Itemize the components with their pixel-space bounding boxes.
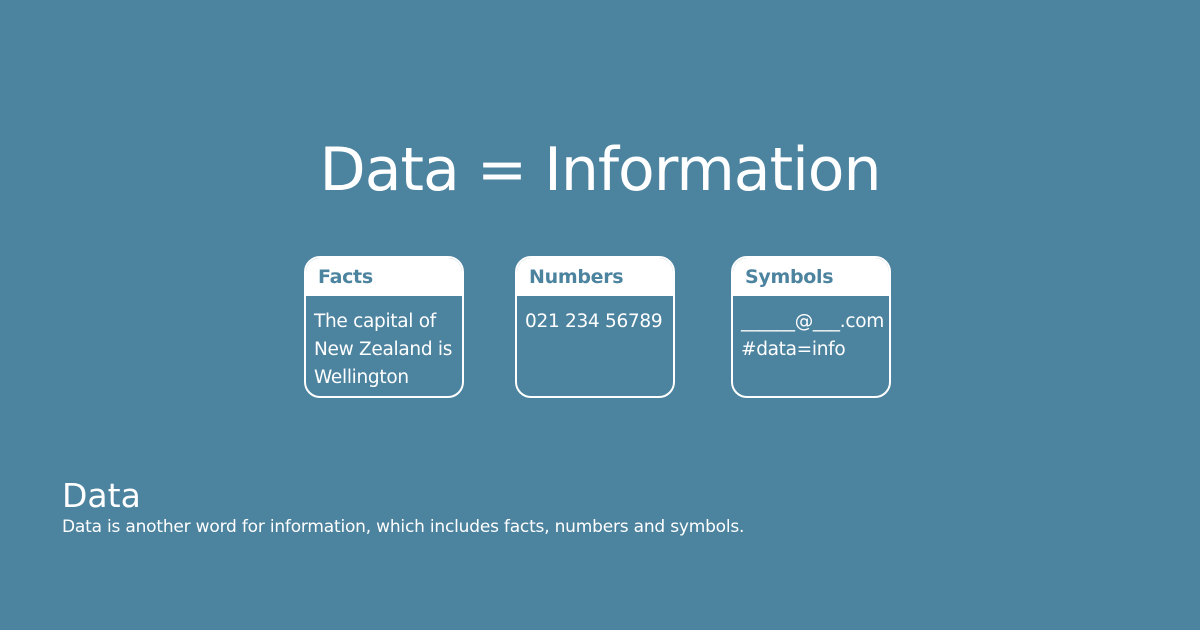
card-numbers: Numbers 021 234 56789 — [515, 256, 675, 398]
card-symbols-body: ______@___.com #data=info — [741, 311, 884, 360]
card-symbols: Symbols ______@___.com #data=info — [731, 256, 891, 398]
caption-text: Data is another word for information, wh… — [62, 517, 745, 537]
card-facts: Facts The capital of New Zealand is Well… — [304, 256, 464, 398]
caption-title: Data — [62, 476, 141, 515]
card-facts-title: Facts — [306, 258, 462, 296]
card-symbols-title: Symbols — [733, 258, 889, 296]
card-numbers-title: Numbers — [517, 258, 673, 296]
card-numbers-body: 021 234 56789 — [525, 311, 663, 332]
headline: Data = Information — [319, 135, 882, 205]
card-facts-body: The capital of New Zealand is Wellington — [314, 311, 453, 388]
